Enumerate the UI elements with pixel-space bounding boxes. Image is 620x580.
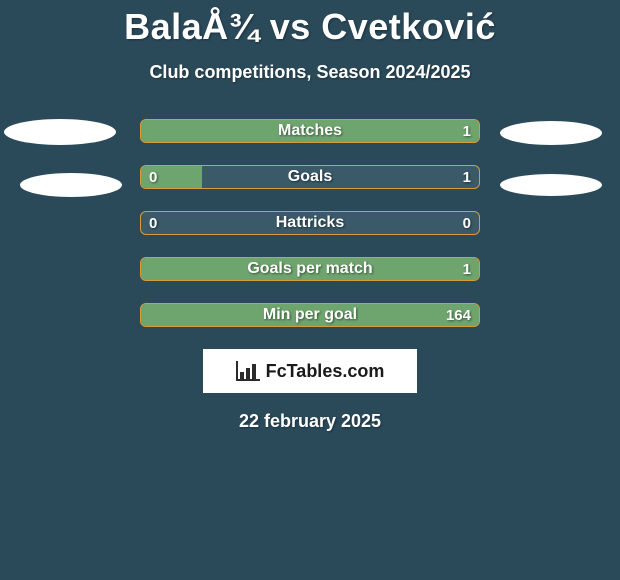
stat-value-right: 1 bbox=[463, 166, 471, 188]
stat-row-min-per-goal: Min per goal 164 bbox=[140, 303, 480, 327]
stat-value-right: 1 bbox=[463, 120, 471, 142]
stat-row-goals-per-match: Goals per match 1 bbox=[140, 257, 480, 281]
photo-placeholder-right-2 bbox=[500, 174, 602, 196]
page-subtitle: Club competitions, Season 2024/2025 bbox=[0, 62, 620, 83]
page-title: BalaÅ¾ vs Cvetković bbox=[0, 6, 620, 48]
stats-area: Matches 1 0 Goals 1 0 Hattricks 0 Goals … bbox=[0, 119, 620, 327]
photo-placeholder-right-1 bbox=[500, 121, 602, 145]
stat-value-right: 0 bbox=[463, 212, 471, 234]
stat-bar-left bbox=[141, 258, 310, 280]
stat-value-left: 0 bbox=[149, 212, 157, 234]
stat-bar-right bbox=[310, 258, 479, 280]
stat-bar-left bbox=[141, 120, 310, 142]
fctables-logo[interactable]: FcTables.com bbox=[203, 349, 417, 393]
logo-text: FcTables.com bbox=[266, 361, 385, 382]
stat-row-goals: 0 Goals 1 bbox=[140, 165, 480, 189]
stat-bar-right bbox=[310, 120, 479, 142]
stat-row-matches: Matches 1 bbox=[140, 119, 480, 143]
photo-placeholder-left-1 bbox=[4, 119, 116, 145]
stat-value-left: 0 bbox=[149, 166, 157, 188]
bar-chart-icon bbox=[236, 361, 260, 381]
photo-placeholder-left-2 bbox=[20, 173, 122, 197]
widget-container: BalaÅ¾ vs Cvetković Club competitions, S… bbox=[0, 6, 620, 432]
stat-value-right: 164 bbox=[446, 304, 471, 326]
date-label: 22 february 2025 bbox=[0, 411, 620, 432]
stat-label: Hattricks bbox=[141, 212, 479, 234]
stat-value-right: 1 bbox=[463, 258, 471, 280]
stat-row-hattricks: 0 Hattricks 0 bbox=[140, 211, 480, 235]
stat-bar-left bbox=[141, 304, 310, 326]
